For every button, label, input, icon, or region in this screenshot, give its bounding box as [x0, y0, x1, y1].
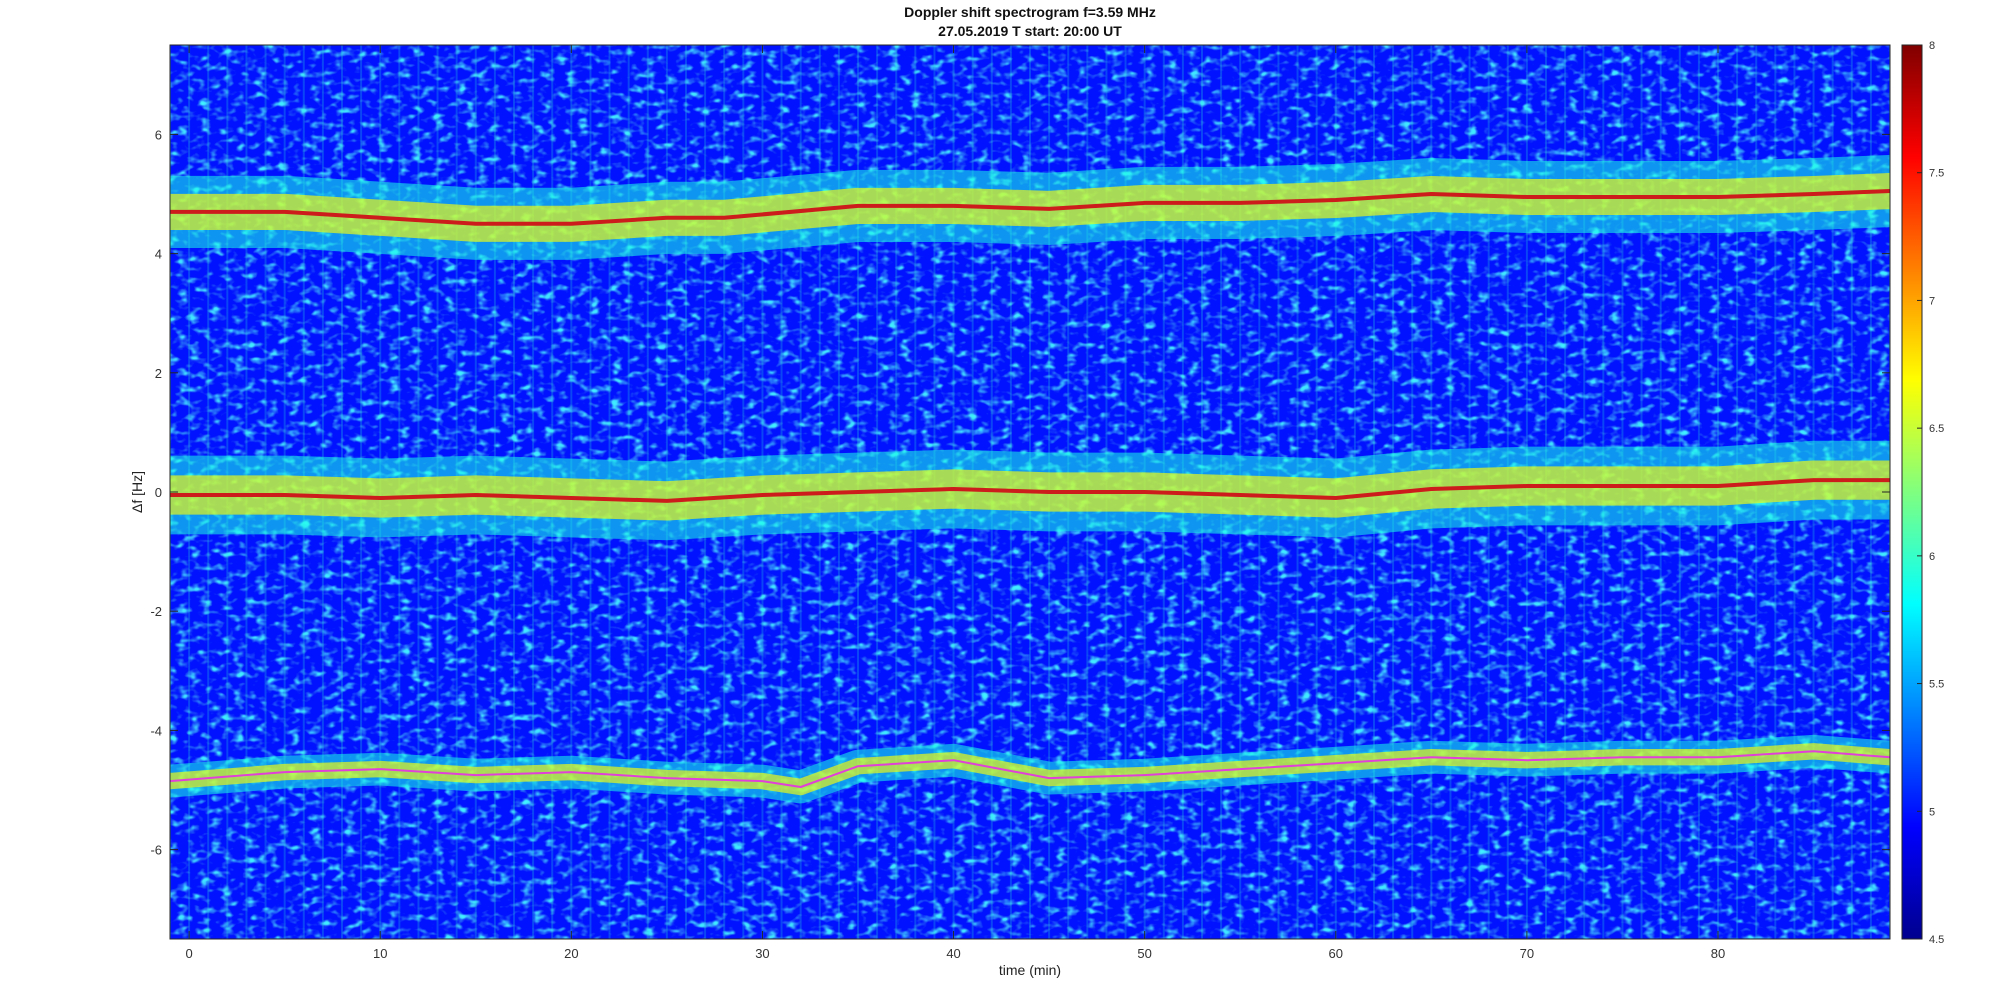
colorbar-tick-label: 7 — [1929, 295, 1935, 307]
x-tick-label: 70 — [1520, 946, 1534, 961]
x-tick-label: 30 — [755, 946, 769, 961]
y-axis-label: Δf [Hz] — [129, 471, 145, 513]
x-tick-label: 10 — [373, 946, 387, 961]
colorbar-tick-label: 8 — [1929, 40, 1935, 52]
colorbar-ticks: 4.5 5 5.5 6 6.5 7 7.5 8 — [1917, 40, 1944, 946]
signal-traces — [170, 154, 1890, 804]
colorbar — [1901, 44, 1923, 940]
x-tick-label: 80 — [1711, 946, 1725, 961]
colorbar-tick-label: 6 — [1929, 551, 1935, 563]
trace-0-core — [170, 189, 1890, 226]
x-tick-label: 60 — [1329, 946, 1343, 961]
x-axis: 0 10 20 30 40 50 60 70 80 — [185, 45, 1725, 961]
y-tick-label: 4 — [155, 247, 162, 262]
x-axis-label: time (min) — [999, 962, 1061, 978]
y-tick-label: 6 — [155, 127, 162, 142]
x-tick-label: 40 — [946, 946, 960, 961]
y-tick-label: -6 — [150, 843, 162, 858]
y-tick-label: 2 — [155, 366, 162, 381]
y-tick-label: 0 — [155, 485, 162, 500]
trace-2-core — [170, 750, 1890, 788]
y-axis: -6 -4 -2 0 2 4 6 — [150, 127, 1890, 858]
colorbar-tick-label: 4.5 — [1929, 934, 1944, 946]
x-tick-label: 0 — [185, 946, 192, 961]
chart-subtitle: 27.05.2019 T start: 20:00 UT — [938, 23, 1122, 39]
colorbar-tick-label: 7.5 — [1929, 168, 1944, 180]
colorbar-tick-label: 6.5 — [1929, 423, 1944, 435]
plot-area — [170, 45, 1890, 939]
y-tick-label: -2 — [150, 604, 162, 619]
x-tick-label: 20 — [564, 946, 578, 961]
y-tick-label: -4 — [150, 723, 162, 738]
chart-title: Doppler shift spectrogram f=3.59 MHz — [904, 4, 1156, 20]
trace-1-core — [170, 478, 1890, 503]
colorbar-tick-label: 5.5 — [1929, 679, 1944, 691]
colorbar-tick-label: 5 — [1929, 806, 1935, 818]
x-tick-label: 50 — [1137, 946, 1151, 961]
